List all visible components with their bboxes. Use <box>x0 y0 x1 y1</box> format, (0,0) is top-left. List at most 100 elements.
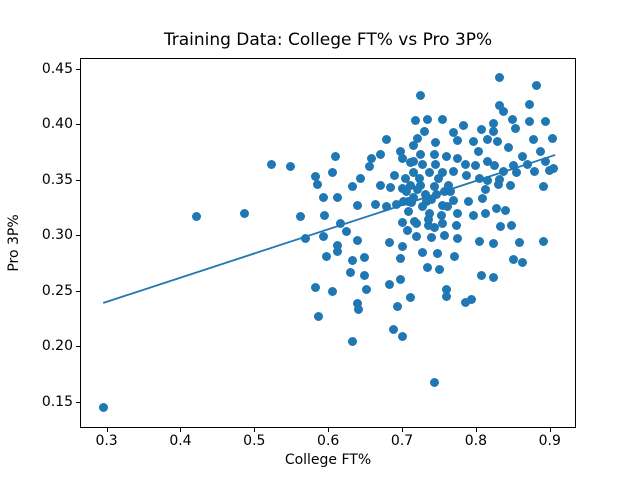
scatter-point <box>318 231 328 241</box>
scatter-point <box>448 128 458 138</box>
scatter-point <box>332 192 342 202</box>
scatter-point <box>418 159 428 169</box>
chart-title: Training Data: College FT% vs Pro 3P% <box>163 30 493 50</box>
scatter-point <box>295 211 305 221</box>
scatter-point <box>538 237 548 247</box>
scatter-point <box>453 136 463 146</box>
scatter-point <box>419 127 429 137</box>
scatter-point <box>439 187 449 197</box>
scatter-point <box>267 159 277 169</box>
scatter-point <box>389 170 399 180</box>
scatter-point <box>404 207 414 217</box>
scatter-point <box>508 160 518 170</box>
scatter-point <box>425 209 435 219</box>
scatter-point <box>507 115 517 125</box>
scatter-point <box>508 254 518 264</box>
scatter-point <box>488 118 498 128</box>
y-tick-mark <box>76 124 80 126</box>
scatter-point <box>443 180 453 190</box>
scatter-point <box>434 173 443 183</box>
scatter-point <box>541 157 551 167</box>
scatter-point <box>391 199 401 209</box>
scatter-point <box>397 154 407 164</box>
scatter-point <box>409 217 419 227</box>
x-tick-mark <box>475 428 477 432</box>
scatter-point <box>476 270 486 280</box>
scatter-point <box>501 206 511 216</box>
scatter-point <box>467 294 477 304</box>
scatter-point <box>355 173 365 183</box>
scatter-point <box>524 99 534 109</box>
scatter-point <box>431 138 441 148</box>
scatter-point <box>538 181 548 191</box>
scatter-point <box>311 171 321 181</box>
scatter-point <box>493 179 503 189</box>
scatter-point <box>400 173 410 183</box>
scatter-point <box>332 247 342 257</box>
scatter-point <box>423 215 433 225</box>
y-tick-mark <box>76 68 80 70</box>
scatter-point <box>429 149 439 159</box>
x-tick-mark <box>402 428 404 432</box>
scatter-point <box>376 149 386 159</box>
scatter-point <box>461 298 471 308</box>
y-tick-mark <box>76 290 80 292</box>
scatter-point <box>481 209 491 219</box>
y-tick-label: 0.15 <box>41 393 73 410</box>
scatter-point <box>463 197 473 207</box>
scatter-point <box>429 222 439 232</box>
scatter-point <box>499 167 508 177</box>
scatter-point <box>416 149 426 159</box>
scatter-point <box>524 117 534 127</box>
scatter-point <box>395 147 405 157</box>
scatter-point <box>328 168 338 178</box>
scatter-point <box>396 274 406 284</box>
scatter-point <box>313 311 323 321</box>
scatter-point <box>433 249 443 259</box>
scatter-point <box>395 253 405 263</box>
scatter-point <box>442 151 452 161</box>
scatter-point <box>488 239 498 249</box>
scatter-point <box>416 90 426 100</box>
scatter-point <box>332 240 342 250</box>
scatter-point <box>439 230 449 240</box>
scatter-point <box>398 197 408 207</box>
scatter-point <box>422 262 432 272</box>
scatter-point <box>353 236 363 246</box>
scatter-point <box>451 220 461 230</box>
x-tick-label: 0.8 <box>464 433 488 449</box>
scatter-point <box>408 140 418 150</box>
scatter-point <box>99 402 109 412</box>
scatter-point <box>408 192 418 202</box>
x-tick-label: 0.4 <box>169 433 192 449</box>
scatter-point <box>436 210 446 220</box>
y-axis-label: Pro 3P% <box>6 214 22 272</box>
scatter-point <box>453 233 463 243</box>
x-tick-label: 0.9 <box>538 433 561 449</box>
scatter-point <box>442 291 452 301</box>
x-axis-label: College FT% <box>284 452 372 468</box>
scatter-point <box>494 73 504 83</box>
scatter-point <box>426 195 436 205</box>
scatter-point <box>346 268 356 278</box>
scatter-point <box>385 280 395 290</box>
scatter-point <box>494 100 504 110</box>
scatter-point <box>331 151 341 161</box>
scatter-point <box>523 159 533 169</box>
scatter-point <box>352 299 362 309</box>
scatter-point <box>549 164 559 173</box>
scatter-point <box>460 159 470 169</box>
scatter-point <box>321 251 331 261</box>
scatter-point <box>402 187 412 197</box>
scatter-point <box>453 154 463 164</box>
scatter-point <box>397 218 407 228</box>
scatter-point <box>431 159 441 169</box>
scatter-point <box>490 160 500 170</box>
scatter-point <box>481 185 491 195</box>
scatter-point <box>407 198 417 208</box>
scatter-point <box>468 137 478 147</box>
scatter-point <box>411 116 421 126</box>
scatter-point <box>430 378 440 388</box>
scatter-point <box>348 181 358 191</box>
